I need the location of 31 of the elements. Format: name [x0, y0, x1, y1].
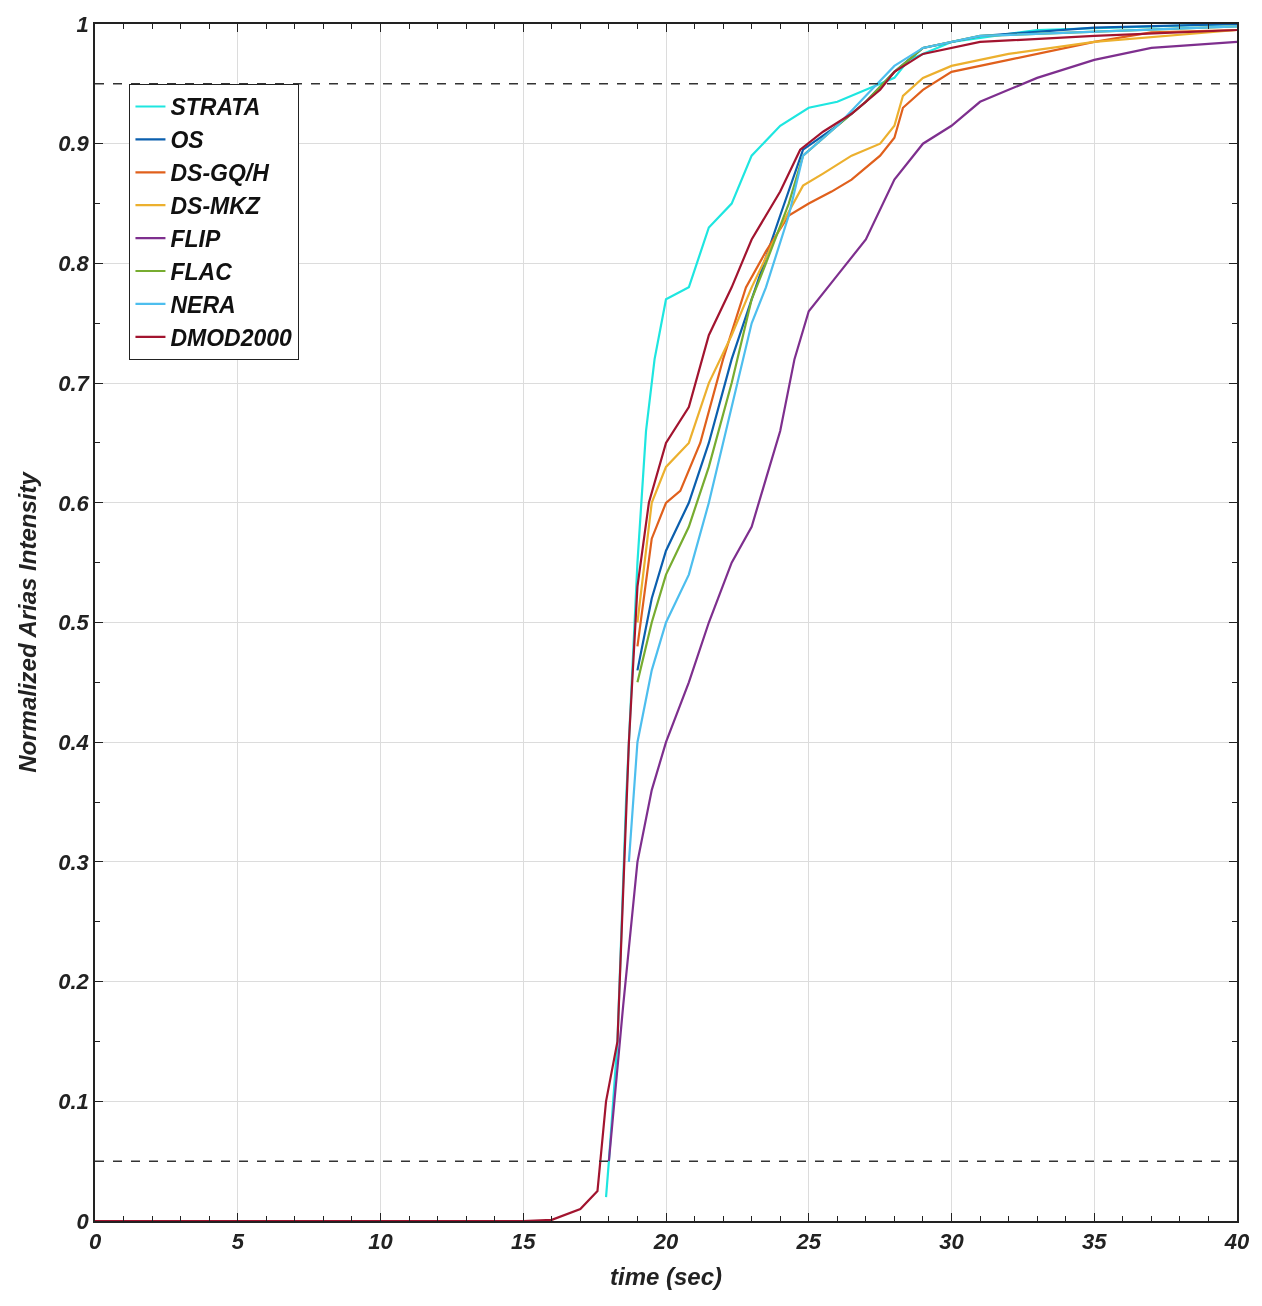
legend-label: DMOD2000	[170, 324, 293, 351]
y-tick-label: 0.4	[58, 729, 89, 755]
y-tick-label: 0.8	[58, 251, 90, 277]
y-axis-title: Normalized Arias Intensity	[13, 470, 41, 773]
x-axis-title: time (sec)	[609, 1262, 723, 1290]
y-tick-label: 0.7	[58, 370, 91, 396]
x-tick-label: 20	[652, 1229, 679, 1255]
line-series	[627, 25, 1237, 863]
x-tick-label: 15	[511, 1229, 537, 1255]
legend-label: OS	[170, 127, 205, 154]
line-series	[95, 28, 1237, 1221]
y-tick-label: 0.1	[58, 1089, 89, 1114]
x-tick-label: 30	[939, 1229, 965, 1255]
legend-label: FLIP	[170, 226, 221, 253]
y-tick-label: 0.6	[58, 490, 90, 516]
y-tick-label: 0.2	[58, 969, 90, 995]
legend-label: DS-MKZ	[170, 193, 261, 220]
y-tick-label: 0.9	[58, 131, 90, 157]
x-tick-label: 25	[795, 1229, 822, 1255]
x-tick-label: 35	[1082, 1229, 1108, 1255]
x-tick-label: 40	[1223, 1229, 1250, 1255]
x-tick-label: 5	[231, 1229, 245, 1255]
y-tick-label: 1	[76, 11, 89, 37]
legend-label: DS-GQ/H	[170, 160, 270, 187]
y-tick-label: 0.3	[58, 849, 89, 875]
y-tick-label: 0	[76, 1208, 90, 1234]
legend-label: NERA	[170, 291, 236, 318]
y-tick-label: 0.5	[58, 610, 90, 636]
legend-label: FLAC	[170, 258, 233, 285]
x-tick-label: 10	[368, 1229, 394, 1255]
legend-label: STRATA	[170, 94, 261, 121]
